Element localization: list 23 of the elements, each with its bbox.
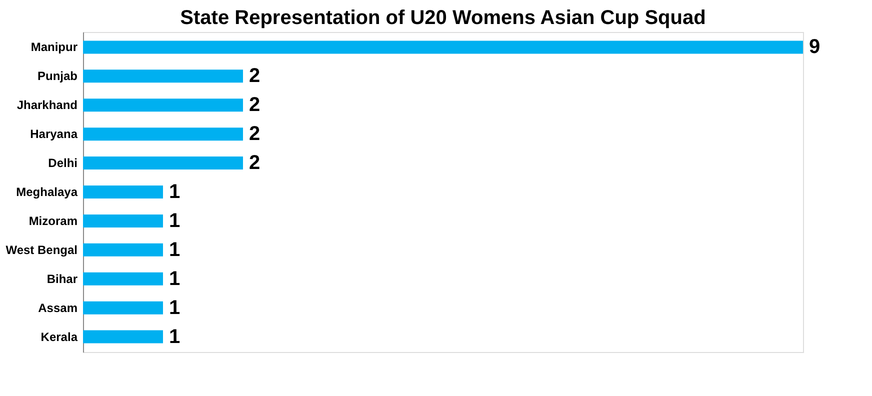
y-tick-label: Jharkhand: [16, 98, 78, 112]
data-label: 2: [249, 123, 260, 146]
data-label: 1: [169, 326, 180, 348]
data-label: 1: [169, 296, 180, 319]
chart-title: State Representation of U20 Womens Asian Cup Squad: [180, 7, 706, 29]
data-label: 1: [169, 238, 180, 261]
data-label: 2: [249, 94, 260, 116]
y-tick-label: Assam: [38, 300, 78, 315]
y-tick-label: Kerala: [40, 330, 78, 344]
data-label: 2: [249, 65, 260, 88]
y-tick-label: West Bengal: [6, 242, 78, 257]
data-label: 1: [169, 210, 180, 232]
y-tick-label: Delhi: [48, 156, 78, 170]
data-label: 1: [169, 268, 180, 290]
data-label: 1: [169, 181, 180, 203]
y-tick-label: Manipur: [30, 40, 78, 54]
y-tick-label: Mizoram: [28, 214, 78, 228]
y-tick-label: Punjab: [37, 69, 78, 84]
y-tick-label: Meghalaya: [16, 185, 78, 199]
data-label: 9: [809, 36, 820, 58]
y-tick-label: Bihar: [46, 272, 78, 286]
data-label: 2: [249, 152, 260, 174]
y-tick-label: Haryana: [30, 127, 78, 142]
